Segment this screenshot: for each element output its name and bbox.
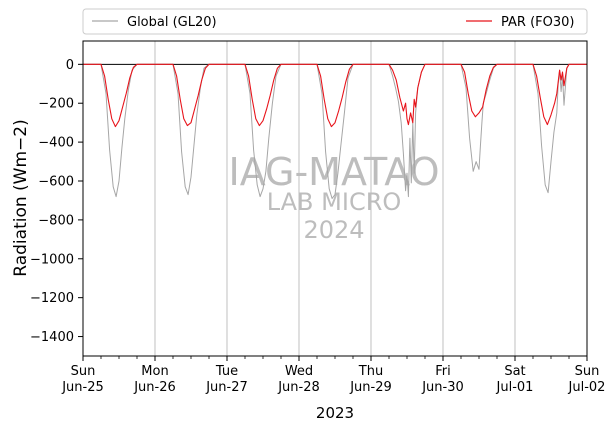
y-tick-label-7: −1400 [30, 330, 74, 345]
x-tick-date-4: Jun-29 [349, 380, 392, 395]
x-tick-weekday-6: Sat [504, 364, 525, 379]
x-tick-date-1: Jun-26 [133, 380, 176, 395]
legend-label-global: Global (GL20) [127, 15, 217, 30]
y-axis: 0 −200 −400 −600 −800 −1000 −1200 −1400 [30, 58, 83, 345]
series-group [83, 63, 587, 199]
x-tick-date-7: Jul-02 [568, 380, 606, 395]
plot-area [83, 41, 587, 356]
series-line-par [83, 63, 587, 128]
y-tick-label-6: −1200 [30, 291, 74, 306]
x-tick-weekday-4: Thu [358, 364, 383, 379]
y-tick-label-0: 0 [66, 58, 74, 73]
y-tick-label-3: −600 [38, 175, 74, 190]
x-tick-weekday-0: Sun [71, 364, 96, 379]
x-tick-date-5: Jun-30 [421, 380, 464, 395]
x-tick-date-6: Jul-01 [496, 380, 534, 395]
y-axis-title: Radiation (Wm−2) [11, 119, 31, 276]
grid [154, 41, 516, 356]
x-tick-weekday-1: Mon [141, 364, 168, 379]
x-axis-title: 2023 [316, 404, 354, 422]
y-tick-label-1: −200 [38, 97, 74, 112]
legend-box [82, 8, 588, 35]
legend: Global (GL20) PAR (FO30) [82, 8, 588, 35]
x-tick-date-2: Jun-27 [205, 380, 248, 395]
x-tick-weekday-3: Wed [285, 364, 313, 379]
y-tick-label-5: −1000 [30, 252, 74, 267]
legend-label-par: PAR (FO30) [501, 15, 574, 30]
x-tick-weekday-7: Sun [575, 364, 600, 379]
x-tick-weekday-2: Tue [215, 364, 238, 379]
x-axis: SunJun-25MonJun-26TueJun-27WedJun-28ThuJ… [61, 356, 605, 395]
watermark-line2: LAB MICRO [267, 188, 402, 216]
y-tick-label-2: −400 [38, 136, 74, 151]
y-tick-label-4: −800 [38, 213, 74, 228]
x-tick-date-3: Jun-28 [277, 380, 320, 395]
x-tick-date-0: Jun-25 [61, 380, 104, 395]
watermark-line3: 2024 [303, 216, 364, 244]
x-tick-weekday-5: Fri [435, 364, 451, 379]
